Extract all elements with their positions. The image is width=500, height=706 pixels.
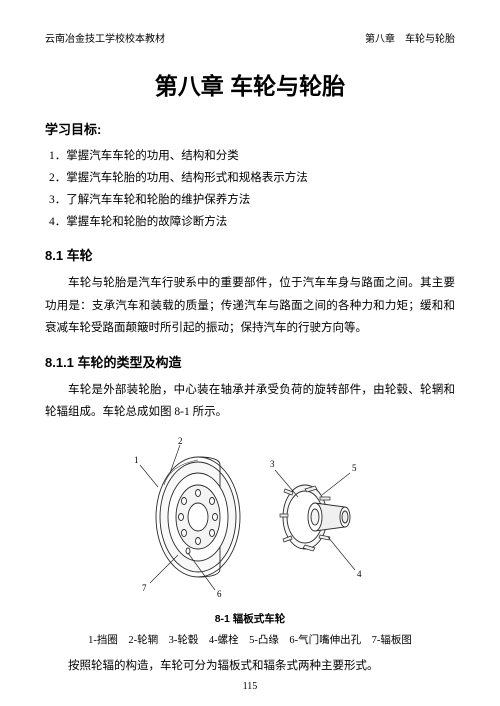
section-811-heading: 8.1.1 车轮的类型及构造 <box>45 352 455 371</box>
section-81-heading: 8.1 车轮 <box>45 245 455 264</box>
page-number: 115 <box>0 681 500 692</box>
learning-objectives-heading: 学习目标: <box>45 119 455 138</box>
objective-item: 1．掌握汽车车轮的功用、结构和分类 <box>49 146 455 168</box>
figure-label-3: 3 <box>270 459 275 469</box>
figure-container: 1 2 3 4 5 6 7 <box>45 435 455 605</box>
header-right: 第八章 车轮与轮胎 <box>365 30 455 45</box>
wheel-diagram-svg: 1 2 3 4 5 6 7 <box>120 435 380 600</box>
figure-legend: 1-挡圈 2-轮辋 3-轮毂 4-螺栓 5-凸缘 6-气门嘴伸出孔 7-辐板图 <box>45 632 455 647</box>
figure-label-2: 2 <box>178 436 183 446</box>
figure-label-7: 7 <box>142 583 147 593</box>
figure-label-5: 5 <box>352 463 357 473</box>
section-81-paragraph: 车轮与轮胎是汽车行驶系中的重要部件，位于汽车车身与路面之间。其主要功用是：支承汽… <box>45 272 455 339</box>
figure-label-6: 6 <box>217 589 222 599</box>
figure-label-1: 1 <box>134 455 139 465</box>
page-header: 云南冶金技工学校校本教材 第八章 车轮与轮胎 <box>45 30 455 45</box>
header-left: 云南冶金技工学校校本教材 <box>45 30 165 45</box>
figure-label-4: 4 <box>357 569 362 579</box>
figure-caption: 8-1 辐板式车轮 <box>45 611 455 626</box>
objective-item: 3．了解汽车车轮和轮胎的维护保养方法 <box>49 190 455 212</box>
objective-item: 4．掌握车轮和轮胎的故障诊断方法 <box>49 212 455 234</box>
section-811-paragraph: 车轮是外部装轮胎，中心装在轴承并承受负荷的旋转部件，由轮毂、轮辋和轮辐组成。车轮… <box>45 379 455 424</box>
objective-item: 2．掌握汽车轮胎的功用、结构形式和规格表示方法 <box>49 168 455 190</box>
closing-paragraph: 按照轮辐的构造，车轮可分为辐板式和辐条式两种主要形式。 <box>45 655 455 677</box>
chapter-title: 第八章 车轮与轮胎 <box>45 67 455 101</box>
